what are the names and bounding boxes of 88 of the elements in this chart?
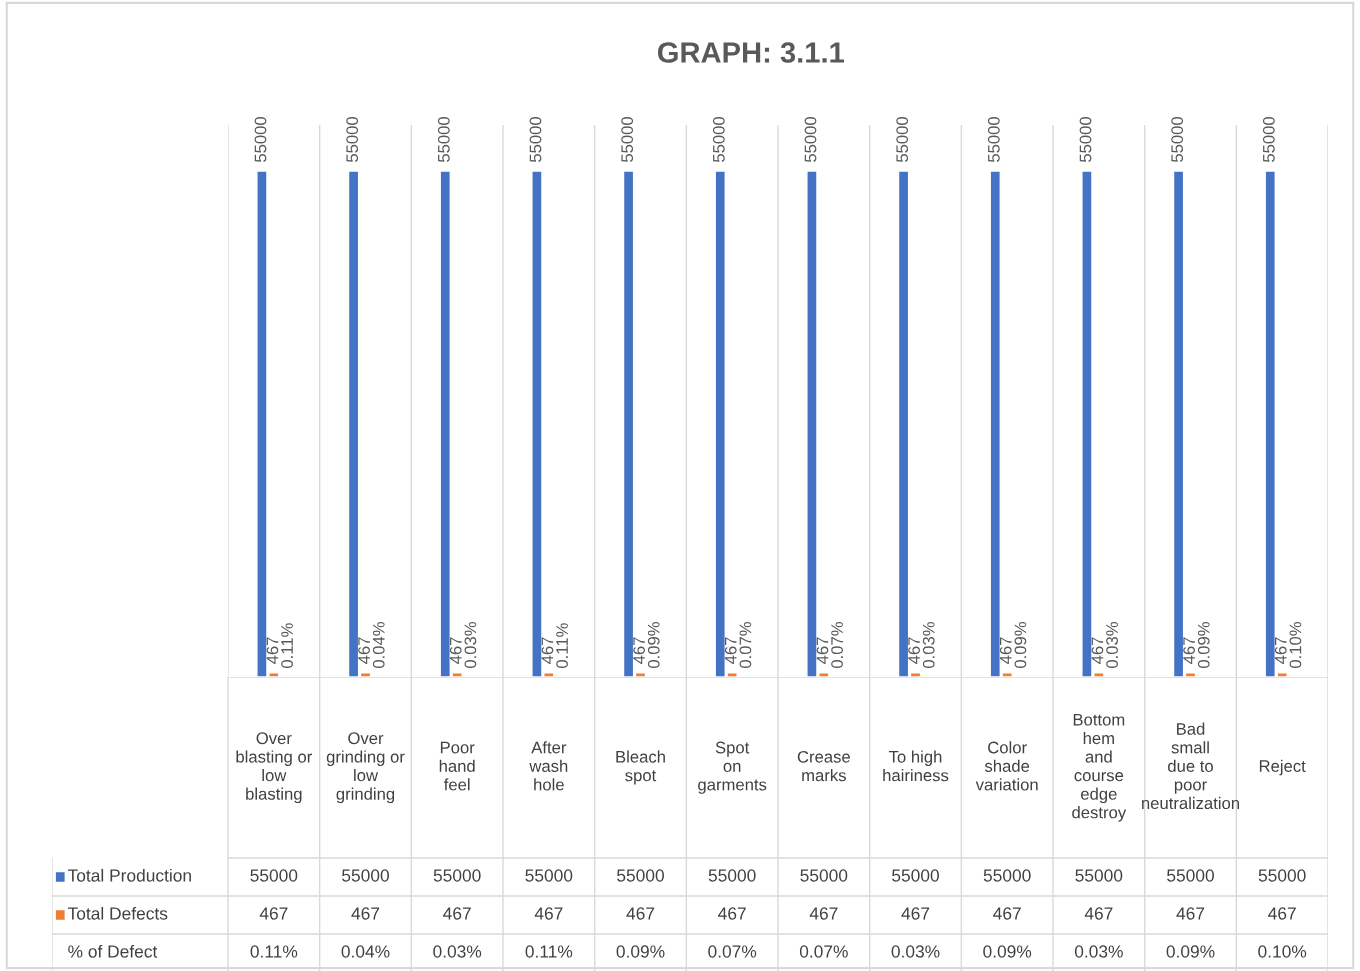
data-label: 0.10% bbox=[1258, 945, 1307, 958]
text: 0.10% bbox=[1289, 622, 1302, 669]
text: 0.03% bbox=[464, 622, 477, 669]
data-label: 55000 bbox=[617, 869, 664, 882]
text: 55000 bbox=[1079, 116, 1092, 162]
x-tick-label: After wash hole bbox=[529, 741, 568, 791]
x-tick-label: Bottom hem and course edge destroy bbox=[1072, 713, 1127, 822]
text: 55000 bbox=[1262, 116, 1275, 162]
text: 55000 bbox=[437, 116, 450, 162]
data-label: 55000 bbox=[1258, 869, 1306, 882]
data-label: 0.07% bbox=[708, 945, 757, 958]
text: 55000 bbox=[712, 116, 725, 162]
data-label: 467 bbox=[1268, 907, 1296, 920]
text: 55000 bbox=[896, 116, 909, 162]
data-label: 55000 bbox=[1167, 869, 1214, 882]
data-label: 0.09% bbox=[1166, 945, 1215, 958]
data-label: 0.04% bbox=[341, 945, 390, 958]
text: 467 bbox=[724, 637, 737, 664]
text: 0.07% bbox=[831, 622, 843, 669]
data-label: 55000 bbox=[1075, 869, 1123, 882]
data-label: 0.09% bbox=[616, 945, 665, 958]
text: 55000 bbox=[804, 116, 817, 162]
legend-label: Total Defects bbox=[67, 906, 168, 920]
text: 467 bbox=[449, 637, 462, 664]
text: 467 bbox=[999, 637, 1012, 664]
data-label: 55000 bbox=[250, 869, 298, 882]
data-label: 55000 bbox=[983, 869, 1031, 882]
text: 0.07% bbox=[739, 622, 752, 669]
x-tick-label: Bad small due to poor neutralization bbox=[1142, 722, 1239, 810]
data-label: 467 bbox=[809, 907, 838, 920]
x-tick-label: Over grinding or low grinding bbox=[326, 732, 405, 804]
data-label: 467 bbox=[993, 907, 1021, 920]
text: 467 bbox=[1091, 637, 1104, 664]
text: 0.11% bbox=[556, 623, 568, 669]
text: 467 bbox=[908, 637, 920, 664]
data-label: 467 bbox=[259, 907, 288, 920]
text: 55000 bbox=[987, 116, 1000, 162]
data-label: 55000 bbox=[342, 869, 389, 882]
text: 55000 bbox=[346, 116, 359, 162]
text: 0.03% bbox=[922, 622, 935, 669]
data-label: 467 bbox=[443, 907, 471, 920]
x-tick-label: Poor hand feel bbox=[439, 741, 475, 791]
text: 467 bbox=[266, 637, 279, 664]
data-label: 0.03% bbox=[433, 945, 482, 958]
x-tick-label: Reject bbox=[1259, 759, 1306, 776]
x-tick-label: Spot on garments bbox=[698, 741, 767, 794]
text: 0.09% bbox=[1014, 622, 1027, 669]
text: 0.09% bbox=[1197, 622, 1210, 669]
data-label: 55000 bbox=[800, 869, 848, 882]
data-label: 467 bbox=[626, 907, 655, 920]
text: 467 bbox=[358, 637, 370, 664]
text: 0.04% bbox=[372, 622, 385, 669]
data-label: 55000 bbox=[892, 869, 939, 882]
x-tick-label: Crease marks bbox=[797, 750, 850, 782]
text: 55000 bbox=[1171, 116, 1184, 162]
data-label: 0.03% bbox=[891, 945, 940, 958]
text: 0.03% bbox=[1106, 622, 1118, 669]
data-label: 467 bbox=[718, 907, 746, 920]
data-label: 0.09% bbox=[983, 945, 1032, 958]
x-tick-label: Color shade variation bbox=[975, 741, 1038, 791]
data-label: 467 bbox=[1084, 907, 1113, 920]
text: 55000 bbox=[254, 116, 267, 162]
data-label: 467 bbox=[901, 907, 930, 920]
data-label: 467 bbox=[351, 907, 380, 920]
text: 55000 bbox=[529, 116, 542, 162]
text: % of Defect bbox=[68, 944, 158, 958]
x-tick-label: Bleach spot bbox=[616, 750, 665, 785]
text: 467 bbox=[541, 637, 554, 664]
data-label: 467 bbox=[534, 907, 563, 920]
text: 0.11% bbox=[281, 623, 293, 669]
text: 467 bbox=[1183, 637, 1195, 664]
data-label: 0.11% bbox=[250, 945, 298, 958]
data-label: 0.03% bbox=[1074, 945, 1123, 958]
text: 467 bbox=[633, 637, 645, 664]
data-label: 55000 bbox=[708, 869, 756, 882]
legend-label: Total Production bbox=[67, 868, 191, 882]
chart-title: GRAPH: 3.1.1 bbox=[657, 42, 844, 63]
text: 467 bbox=[816, 637, 829, 664]
data-label: 467 bbox=[1176, 907, 1205, 920]
text: 55000 bbox=[621, 116, 634, 162]
data-label: 0.07% bbox=[799, 945, 848, 958]
x-tick-label: Over blasting or low blasting bbox=[236, 732, 313, 804]
data-label: 0.11% bbox=[525, 945, 573, 958]
data-label: 55000 bbox=[525, 869, 573, 882]
x-tick-label: To high hairiness bbox=[883, 750, 949, 782]
text: 467 bbox=[1274, 637, 1287, 664]
data-label: 55000 bbox=[433, 869, 481, 882]
text: 0.09% bbox=[647, 622, 660, 669]
